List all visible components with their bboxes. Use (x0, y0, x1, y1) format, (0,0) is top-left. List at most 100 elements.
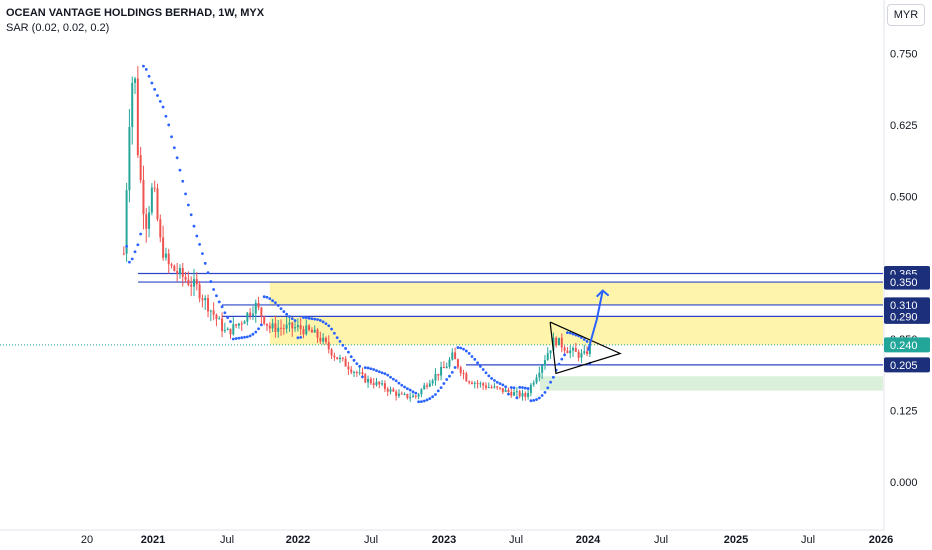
candle-body (268, 325, 271, 329)
sar-dot (259, 323, 263, 327)
sar-dot (189, 213, 193, 217)
sar-dot (537, 396, 541, 400)
sar-dot (231, 337, 235, 341)
price-tag (884, 308, 930, 324)
sar-dot (212, 288, 216, 291)
x-tick-label: Jul (364, 534, 378, 546)
candle-body (327, 341, 330, 350)
sar-dot (532, 398, 536, 402)
sar-dot (512, 386, 516, 390)
candle-body (524, 393, 527, 397)
candle-body (313, 329, 316, 333)
sar-dot (341, 343, 345, 347)
candle-body (586, 351, 589, 355)
candle-body (417, 394, 420, 397)
sar-dot (504, 385, 508, 389)
sar-dot (493, 379, 496, 382)
candle-body (580, 353, 583, 358)
sar-dot (288, 315, 291, 318)
sar-dot (268, 297, 272, 301)
sar-dot (363, 366, 367, 370)
candle-body (324, 337, 327, 342)
candle-body (532, 382, 535, 385)
sar-dot (282, 310, 286, 313)
candle-body (181, 268, 184, 277)
sar-dot (318, 319, 322, 322)
candle-body (572, 348, 575, 351)
candle-body (265, 323, 268, 326)
drawings (549, 289, 622, 375)
sar-dot (164, 114, 168, 118)
candle-body (223, 330, 226, 332)
sar-dot (178, 168, 182, 172)
sar-series (125, 64, 592, 404)
sar-dot (490, 377, 494, 380)
sar-dot (347, 350, 350, 354)
candle-body (501, 388, 504, 392)
sar-dot (254, 330, 258, 334)
candle-body (207, 297, 210, 312)
sar-dot (529, 399, 533, 403)
candle-body (319, 337, 322, 342)
candle-body (566, 350, 569, 354)
sar-dot (335, 336, 339, 340)
candle-body (473, 382, 476, 384)
sar-dot (476, 361, 479, 365)
candle-body (330, 349, 333, 356)
candle-body (574, 348, 577, 352)
candle-body (204, 297, 207, 301)
sar-dot (170, 135, 173, 139)
sar-dot (220, 305, 224, 309)
candle-body (308, 325, 311, 330)
indicator-legend[interactable]: SAR (0.02, 0.02, 0.2) (6, 22, 110, 34)
candle-body (310, 329, 313, 333)
sar-dot (156, 94, 159, 97)
sar-dot (546, 386, 550, 390)
x-tick-label: 20 (81, 534, 93, 546)
sar-dot (375, 369, 378, 373)
time-axis[interactable]: 20 2021 Jul 2022 Jul 2023 Jul 2024 Jul 2025 Jul 202… (0, 529, 893, 546)
sar-dot (198, 242, 202, 246)
candle-body (546, 353, 549, 361)
sar-dot (467, 352, 471, 355)
candle-body (484, 385, 487, 388)
sar-dot (523, 386, 527, 390)
candle-body (487, 387, 490, 389)
candle-body (218, 318, 221, 320)
sar-dot (563, 353, 567, 357)
candle-body (249, 312, 252, 316)
candle-body (541, 365, 544, 373)
candle-body (400, 393, 403, 395)
candle-body (251, 313, 254, 316)
candle-body (237, 323, 240, 326)
candle-body (122, 253, 125, 255)
y-tick-label: 0.625 (890, 120, 918, 132)
candle-body (549, 350, 552, 354)
candle-body (367, 378, 370, 383)
candle-body (294, 327, 297, 329)
candle-body (243, 321, 246, 324)
currency-button[interactable]: MYR (887, 4, 925, 26)
candle-body (426, 385, 429, 387)
candle-body (583, 351, 586, 354)
sar-dot (265, 295, 269, 299)
sar-dot (405, 387, 409, 391)
candle-body (392, 389, 395, 392)
candle-body (277, 327, 280, 332)
sar-dot (400, 383, 404, 387)
sar-dot (417, 400, 421, 404)
symbol-title[interactable]: OCEAN VANTAGE HOLDINGS BERHAD, 1W, MYX (6, 7, 265, 19)
sar-dot (420, 400, 423, 403)
sar-dot (414, 391, 418, 395)
sar-dot (195, 234, 199, 238)
candle-body (397, 393, 400, 396)
arrow-head (595, 289, 610, 298)
candle-body (209, 310, 212, 312)
sar-dot (158, 99, 162, 103)
sar-dot (560, 357, 564, 361)
candle-body (153, 187, 156, 189)
